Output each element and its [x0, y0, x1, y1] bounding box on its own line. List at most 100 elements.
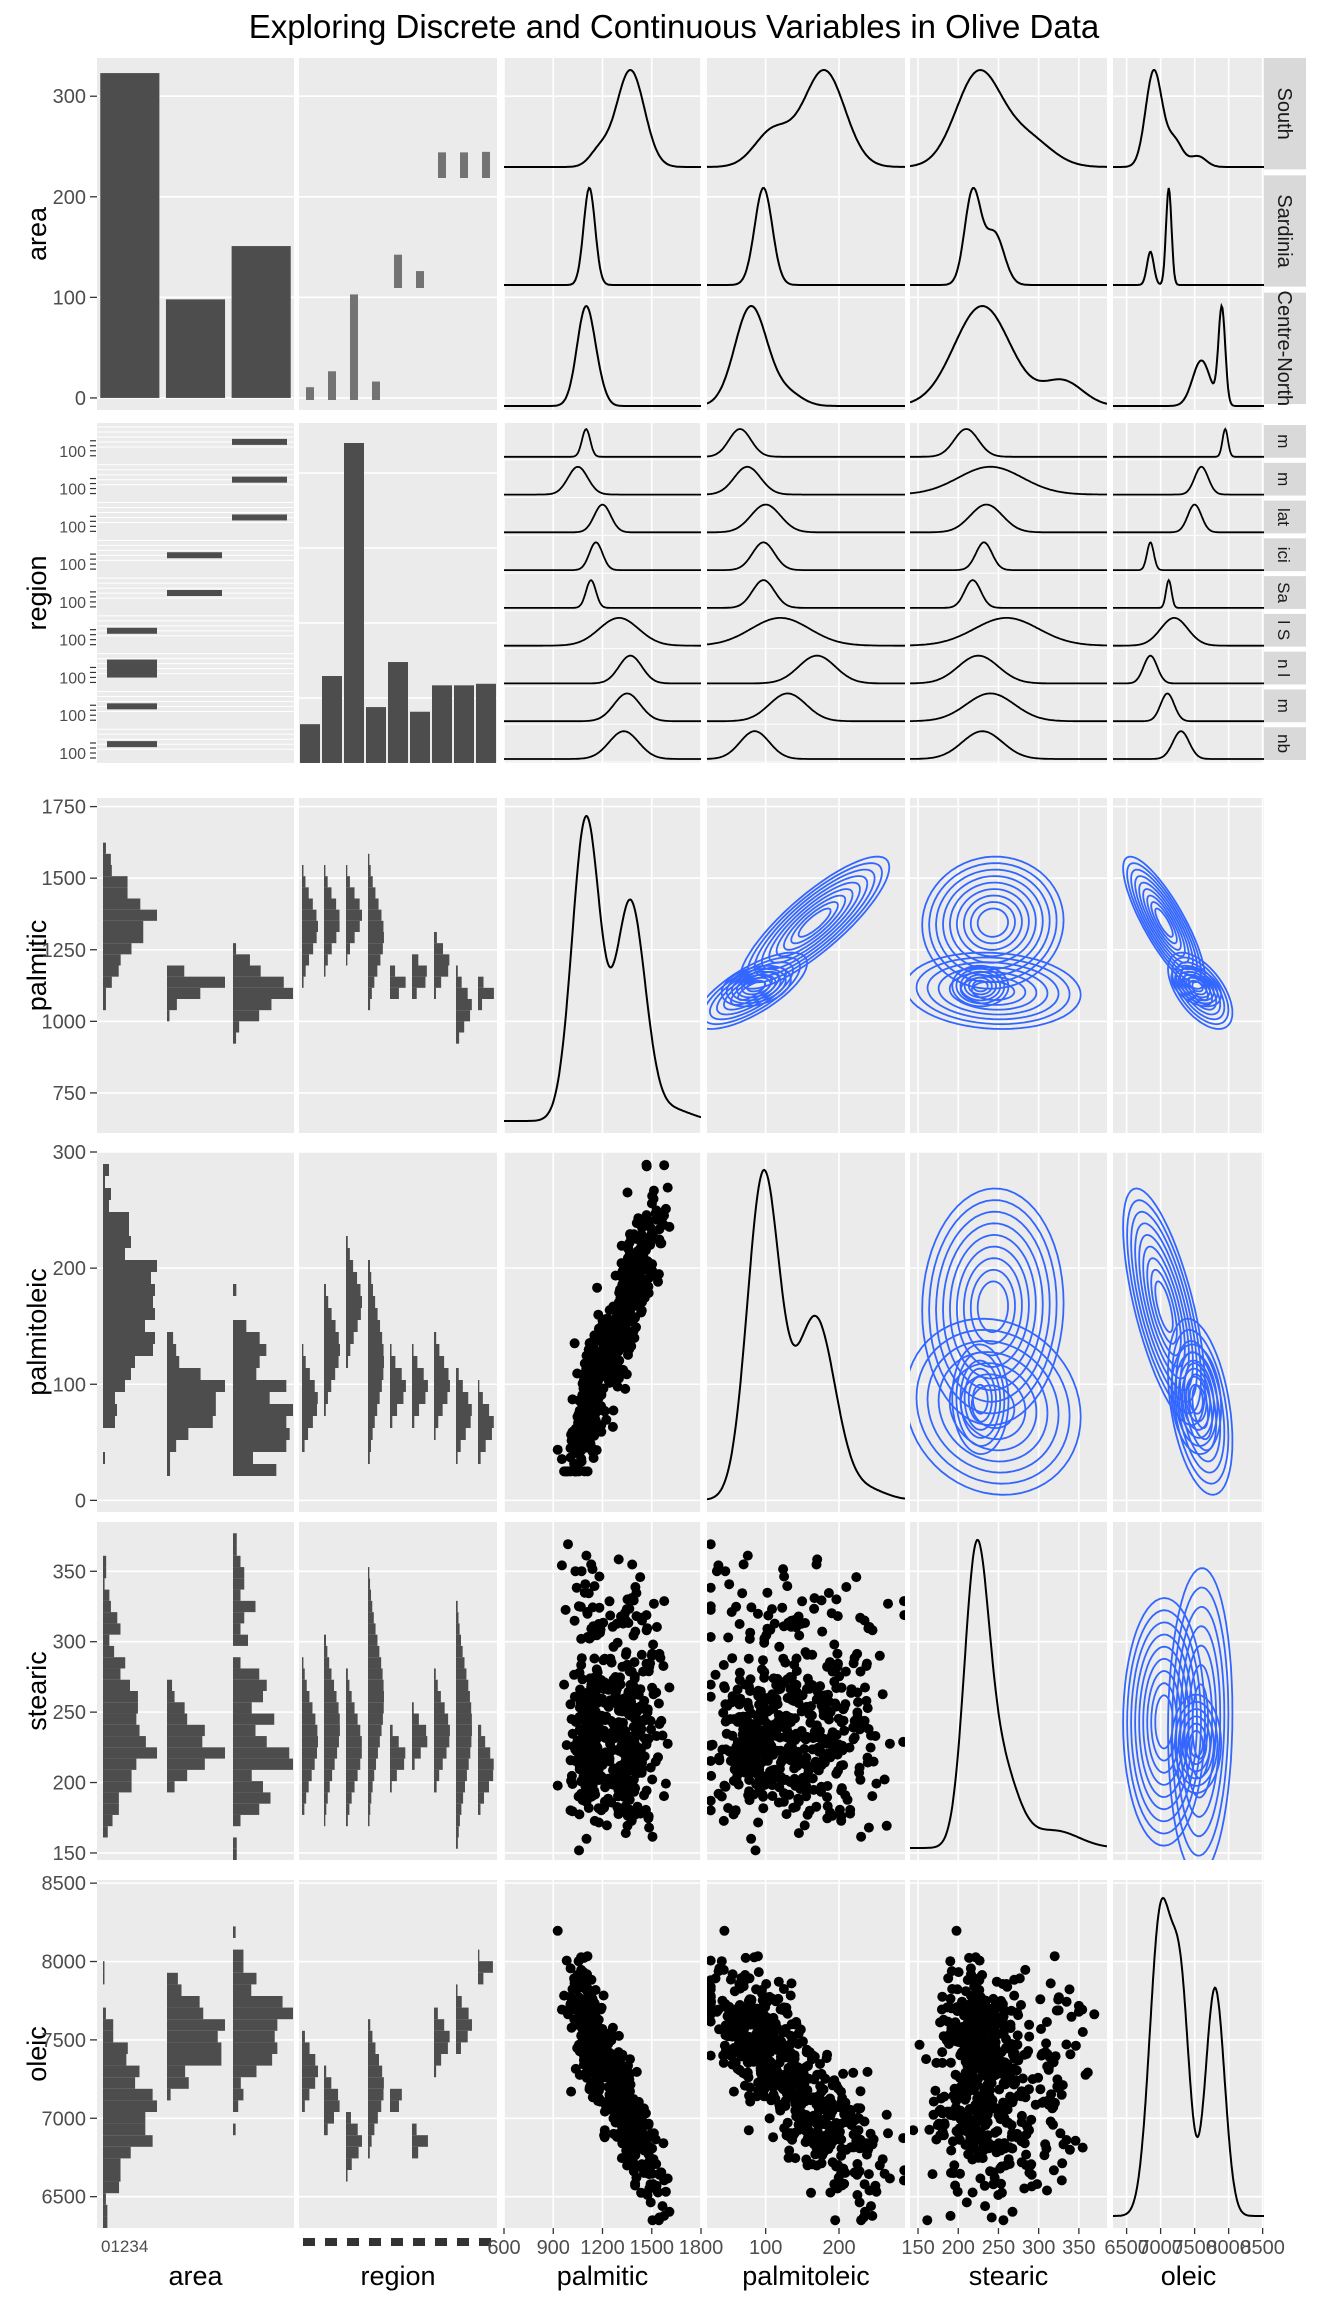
scatter-point [862, 1659, 872, 1669]
scatter-point [788, 2034, 798, 2044]
scatter-point [998, 2215, 1008, 2225]
y-tick-label: 200 [53, 1773, 86, 1795]
histogram-bar [390, 1356, 395, 1368]
scatter-point [575, 2046, 585, 2056]
scatter-point [866, 2201, 876, 2211]
region-band [232, 439, 287, 445]
x-tick-mark [413, 2238, 425, 2246]
scatter-point [723, 1633, 733, 1643]
histogram-bar [233, 1973, 256, 1985]
scatter-point [883, 1599, 893, 1609]
scatter-point [1010, 2078, 1020, 2088]
panel-palmitoleic-area [97, 1152, 294, 1512]
scatter-point [800, 1618, 810, 1628]
histogram-bar [233, 1747, 289, 1758]
histogram-bar [390, 966, 395, 977]
scatter-point [822, 1709, 832, 1719]
scatter-point [852, 1707, 862, 1717]
x-tick-mark [303, 2238, 315, 2246]
histogram-bar [103, 2042, 128, 2054]
scatter-point [1020, 1965, 1030, 1975]
scatter-point [744, 1654, 754, 1664]
histogram-bar [103, 1164, 109, 1176]
scatter-point [611, 1672, 621, 1682]
strip-label: Sardinia [1273, 194, 1295, 268]
histogram-bar [233, 1464, 276, 1476]
scatter-point [640, 2146, 650, 2156]
panel-area-palmitoleic [707, 58, 905, 410]
scatter-point [589, 1654, 599, 1664]
scatter-point [802, 1702, 812, 1712]
histogram-bar [103, 1212, 129, 1224]
scatter-point [863, 2067, 873, 2077]
histogram-bar [233, 1612, 244, 1623]
y-tick-label: 300 [53, 1142, 86, 1164]
scatter-point [812, 2161, 822, 2171]
scatter-point [578, 1693, 588, 1703]
histogram-bar [368, 2135, 372, 2147]
y-tick-label: 0 [75, 388, 86, 410]
panel-stearic-oleic [1113, 1522, 1264, 1875]
scatter-point [661, 1779, 671, 1789]
histogram-bar [167, 1392, 216, 1404]
scatter-point [584, 2039, 594, 2049]
histogram-bar [368, 954, 380, 965]
scatter-point [614, 1288, 624, 1298]
scatter-point [733, 1685, 743, 1695]
histogram-bar [368, 865, 371, 876]
scatter-point [632, 1769, 642, 1779]
histogram-bar [346, 2170, 348, 2182]
scatter-point [566, 1805, 576, 1815]
histogram-bar [456, 2019, 472, 2031]
scatter-point [608, 1406, 618, 1416]
histogram-bar [233, 1770, 252, 1781]
histogram-bar [103, 954, 121, 965]
histogram-bar [434, 1428, 436, 1440]
region-count-bar [432, 685, 452, 763]
scatter-point [1042, 2186, 1052, 2196]
histogram-bar [324, 2112, 334, 2124]
histogram-bar [103, 999, 106, 1010]
scatter-point [1033, 2073, 1043, 2083]
histogram-bar [434, 1344, 439, 1356]
panel-background [707, 58, 905, 410]
histogram-bar [346, 1759, 360, 1770]
scatter-point [559, 1680, 569, 1690]
histogram-bar [103, 1736, 146, 1747]
y-tick-label: 100 [59, 482, 86, 499]
histogram-bar [456, 1635, 461, 1646]
y-tick-label: 100 [53, 287, 86, 309]
histogram-bar [103, 1747, 157, 1758]
histogram-bar [167, 1691, 175, 1702]
histogram-bar [167, 1770, 187, 1781]
histogram-bar [390, 2089, 402, 2101]
scatter-point [758, 1655, 768, 1665]
scatter-point [621, 1743, 631, 1753]
scatter-point [971, 2002, 981, 2012]
x-tick-label: 300 [1022, 2237, 1055, 2259]
scatter-point [711, 1670, 721, 1680]
panel-oleic-region [299, 1880, 497, 2228]
histogram-bar [368, 2042, 375, 2054]
scatter-point [773, 1994, 783, 2004]
panel-palmitic-region [299, 798, 497, 1133]
histogram-bar [412, 977, 425, 988]
scatter-point [899, 2165, 909, 2175]
histogram-bar [324, 1691, 337, 1702]
histogram-bar [324, 932, 336, 943]
region-band [232, 514, 287, 520]
histogram-bar [233, 1033, 236, 1044]
scatter-point [706, 1680, 716, 1690]
scatter-point [961, 2140, 971, 2150]
scatter-point [614, 1706, 624, 1716]
scatter-point [644, 1662, 654, 1672]
scatter-point [719, 1681, 729, 1691]
histogram-bar [390, 1416, 392, 1428]
histogram-bar [302, 1356, 306, 1368]
histogram-bar [368, 977, 374, 988]
scatter-point [1016, 2091, 1026, 2101]
scatter-point [635, 1572, 645, 1582]
histogram-bar [233, 1392, 270, 1404]
scatter-point [833, 1611, 843, 1621]
scatter-point [787, 1978, 797, 1988]
